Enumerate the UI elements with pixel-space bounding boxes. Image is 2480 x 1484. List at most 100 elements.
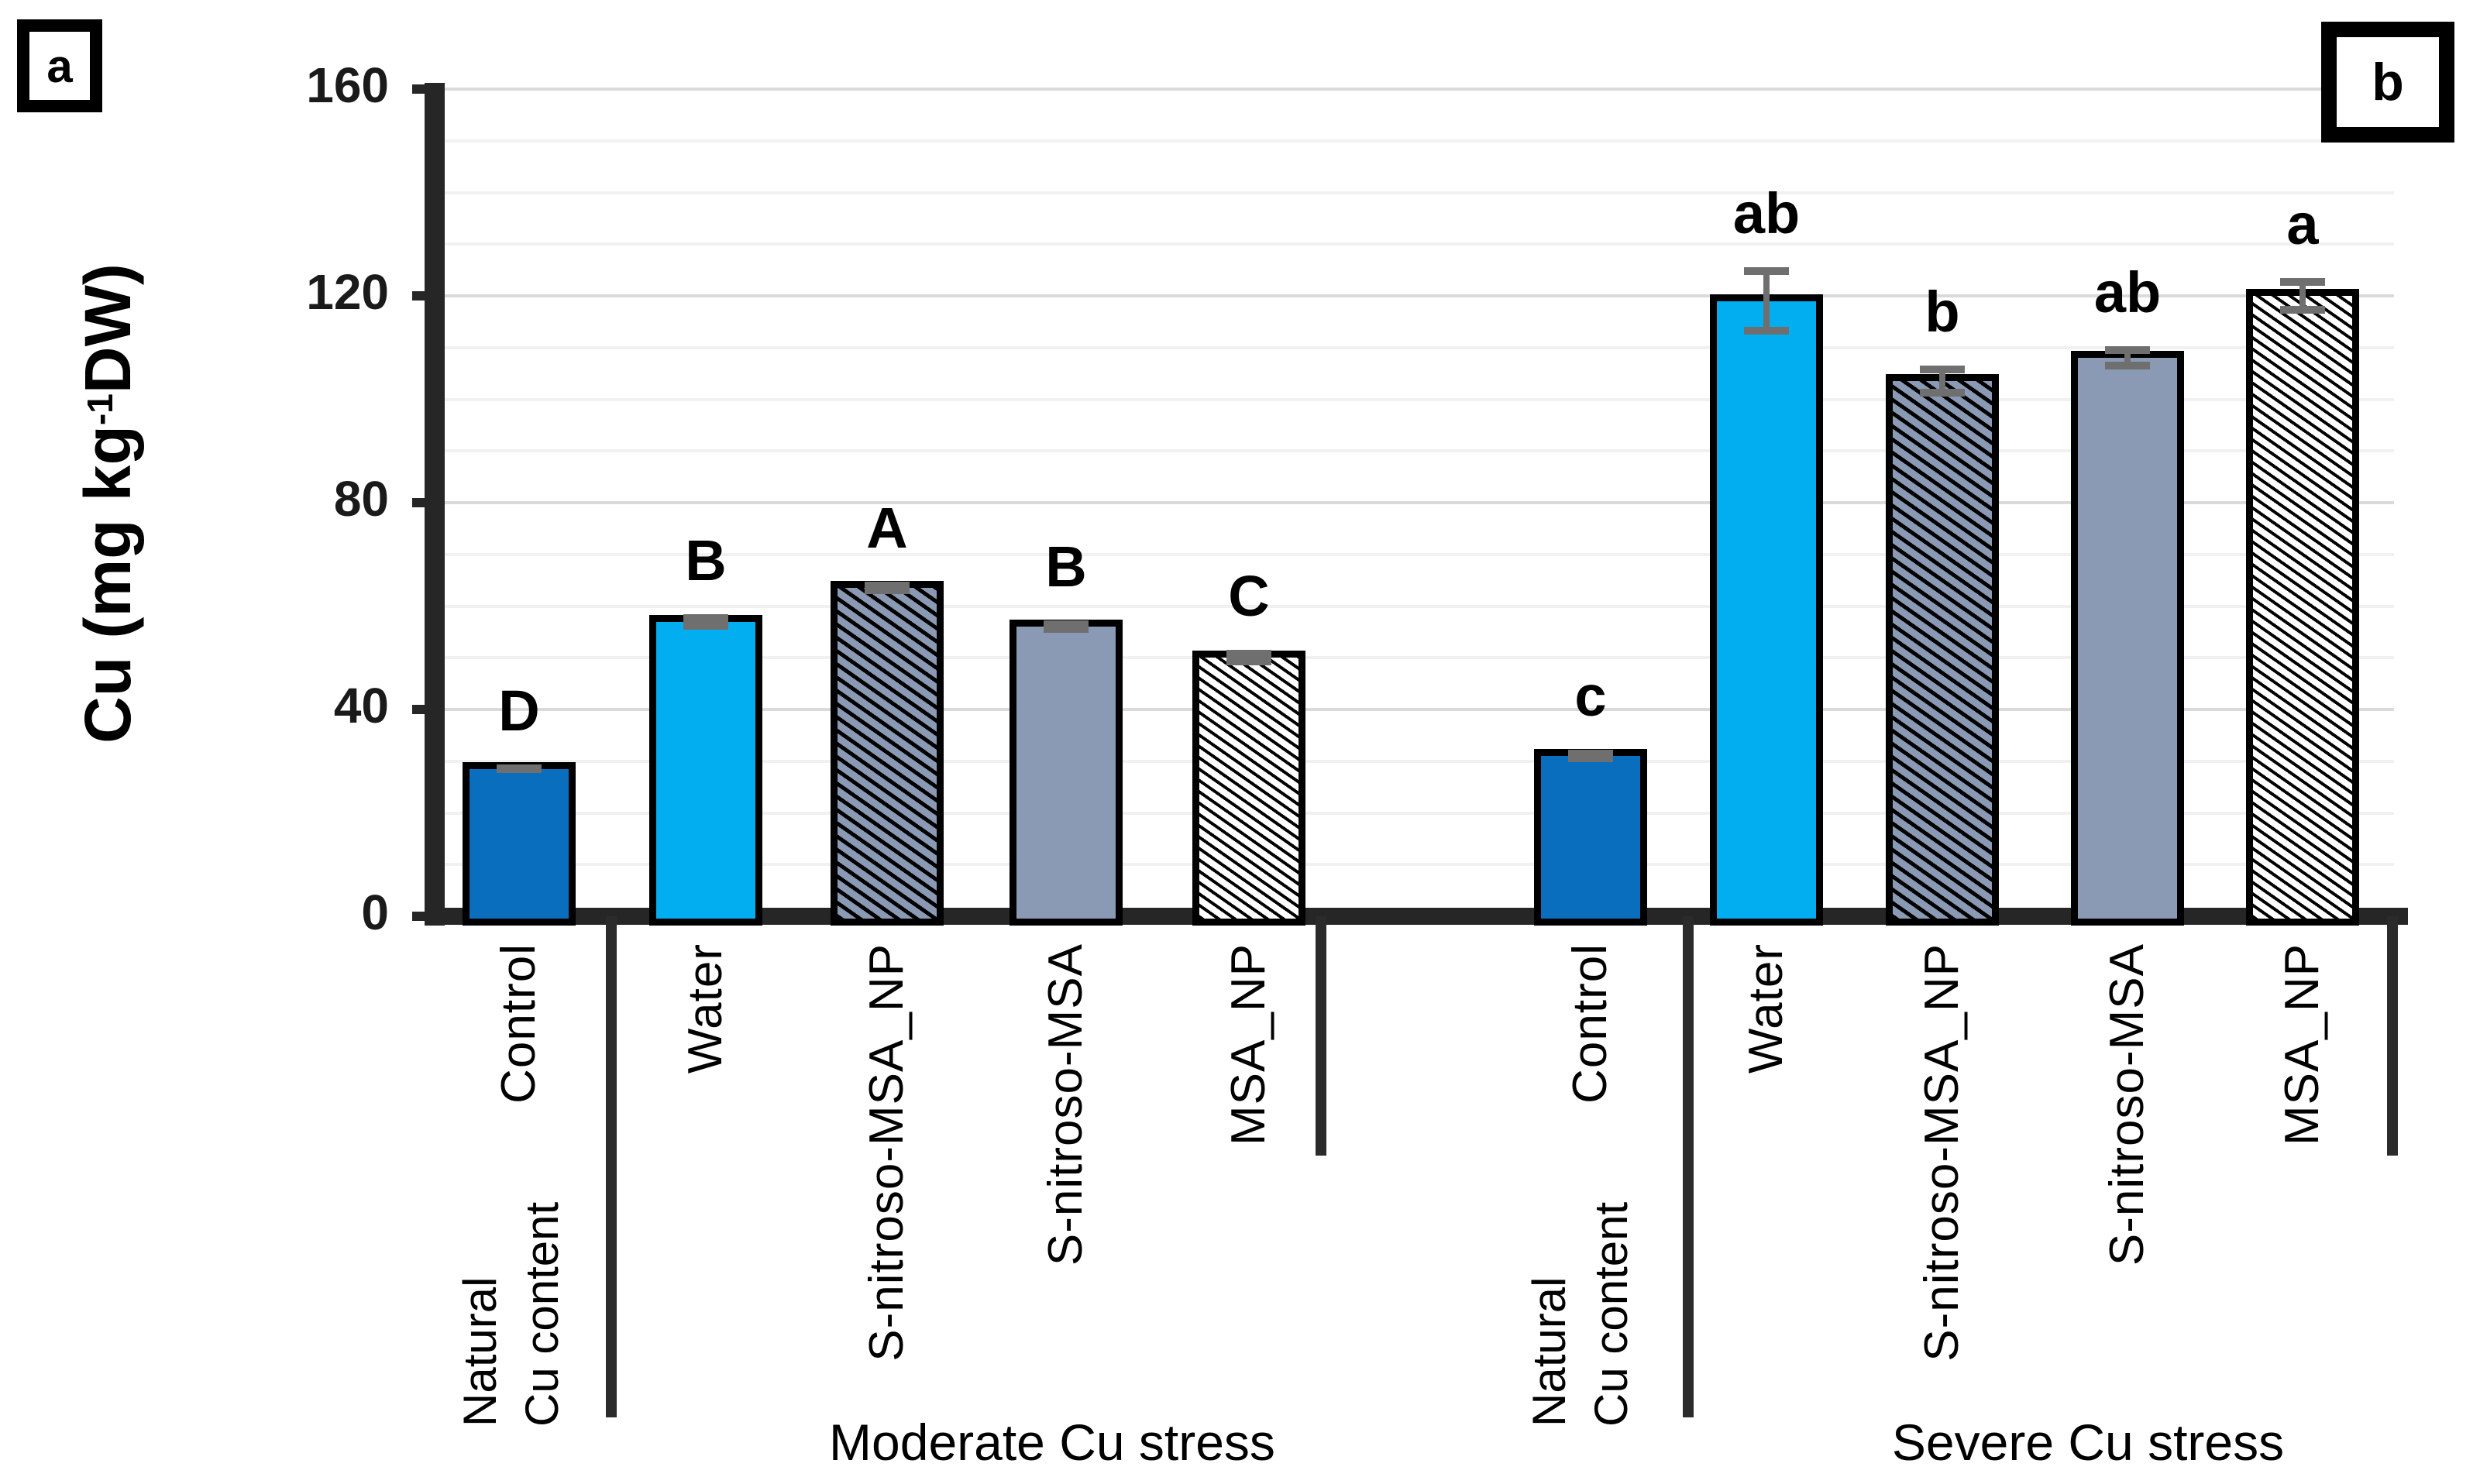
category-label-s-nitroso-msa_np: S-nitroso-MSA_NP: [1915, 943, 1969, 1362]
minor-gridline: [438, 759, 2394, 763]
significance-letter: B: [685, 527, 727, 593]
minor-gridline: [438, 345, 2394, 349]
bar-water: [1710, 294, 1823, 926]
category-label-s-nitroso-msa: S-nitroso-MSA: [2100, 943, 2154, 1266]
error-bar-cap-top: [2280, 277, 2325, 286]
minor-gridline: [438, 863, 2394, 867]
natural-cu-content-label-left: Natural Cu content: [454, 1201, 568, 1427]
error-bar-line: [1763, 267, 1770, 335]
moderate-cu-stress-label: Moderate Cu stress: [829, 1414, 1275, 1471]
panel-label-a: a: [46, 40, 73, 92]
y-axis-tick: [412, 291, 442, 301]
category-label-msa_np: MSA_NP: [2275, 943, 2329, 1146]
error-bar-cap-top: [1568, 750, 1613, 758]
y-axis-tick-label: 160: [306, 57, 389, 113]
natural-cu-content-label-right: Natural Cu content: [1523, 1201, 1637, 1427]
error-bar: [1568, 750, 1613, 763]
category-label-water: Water: [679, 943, 732, 1074]
error-bar-line: [1939, 366, 1945, 397]
category-label-s-nitroso-msa_np: S-nitroso-MSA_NP: [860, 943, 913, 1362]
category-label-control: Control: [1563, 943, 1617, 1104]
significance-letter: ab: [1732, 181, 1801, 246]
significance-letter: c: [1574, 664, 1607, 729]
error-bar-cap-bottom: [2280, 306, 2325, 314]
error-bar-line: [2299, 277, 2306, 314]
error-bar-cap-bottom: [1744, 327, 1789, 335]
significance-letter: C: [1228, 564, 1270, 629]
significance-letter: b: [1924, 280, 1960, 345]
significance-letter: A: [866, 496, 908, 561]
error-bar-cap-top: [1044, 620, 1089, 629]
y-axis-title-prefix: Cu (mg kg: [71, 425, 144, 744]
bar-s-nitroso-msa: [2071, 351, 2184, 926]
category-label-water: Water: [1739, 943, 1793, 1074]
error-bar-cap-bottom: [1226, 658, 1271, 666]
y-axis-tick: [412, 498, 442, 507]
y-axis-title-superscript: -1: [79, 393, 120, 426]
error-bar: [2280, 277, 2325, 314]
bar-msa_np: [1192, 651, 1305, 926]
major-gridline: [438, 294, 2394, 297]
error-bar-cap-bottom: [1920, 389, 1965, 397]
error-bar-cap-top: [1226, 650, 1271, 658]
significance-letter: D: [498, 678, 540, 744]
error-bar-cap-top: [2105, 346, 2150, 355]
error-bar: [865, 582, 910, 595]
plot-area: [438, 88, 2394, 916]
group-divider: [606, 916, 617, 1417]
panel-label-a-box: a: [17, 19, 102, 112]
bar-control: [1534, 749, 1647, 926]
y-axis-tick: [412, 705, 442, 714]
panel-label-b-box: b: [2321, 22, 2454, 143]
minor-gridline: [438, 397, 2394, 401]
error-bar-line: [703, 613, 709, 630]
minor-gridline: [438, 191, 2394, 194]
error-bar-cap-bottom: [2105, 361, 2150, 369]
y-axis-title-suffix: DW): [71, 263, 144, 394]
category-label-control: Control: [492, 943, 545, 1104]
error-bar-cap-bottom: [1044, 625, 1089, 634]
y-axis-tick: [412, 912, 442, 921]
major-gridline: [438, 501, 2394, 504]
minor-gridline: [438, 656, 2394, 660]
major-gridline: [438, 88, 2394, 91]
bar-control: [463, 761, 576, 926]
error-bar: [2105, 346, 2150, 369]
error-bar-cap-top: [683, 613, 728, 622]
bar-s-nitroso-msa_np: [831, 581, 944, 926]
y-axis-tick: [412, 84, 442, 94]
minor-gridline: [438, 811, 2394, 815]
error-bar: [497, 764, 542, 774]
y-axis-title: Cu (mg kg-1DW): [71, 39, 170, 968]
bar-msa_np: [2246, 289, 2359, 926]
major-gridline: [438, 708, 2394, 711]
error-bar: [1044, 620, 1089, 634]
minor-gridline: [438, 552, 2394, 556]
panel-label-b: b: [2372, 53, 2404, 112]
y-axis-tick-label: 40: [333, 678, 389, 733]
error-bar-cap-bottom: [865, 586, 910, 595]
error-bar-cap-bottom: [683, 621, 728, 630]
severe-cu-stress-label: Severe Cu stress: [1891, 1414, 2285, 1471]
category-label-s-nitroso-msa: S-nitroso-MSA: [1039, 943, 1092, 1266]
error-bar-cap-bottom: [1568, 754, 1613, 763]
error-bar: [1744, 267, 1789, 335]
error-bar: [1226, 650, 1271, 666]
category-label-msa_np: MSA_NP: [1222, 943, 1275, 1146]
y-axis-tick-label: 0: [361, 885, 389, 940]
bar-s-nitroso-msa_np: [1886, 374, 1999, 926]
error-bar-cap-top: [1744, 267, 1789, 276]
error-bar-cap-top: [865, 582, 910, 590]
group-divider: [2387, 916, 2398, 1156]
minor-gridline: [438, 139, 2394, 143]
significance-letter: B: [1045, 534, 1087, 599]
error-bar-line: [2124, 346, 2131, 369]
error-bar: [1920, 366, 1965, 397]
minor-gridline: [438, 449, 2394, 453]
significance-letter: ab: [2093, 260, 2162, 325]
minor-gridline: [438, 604, 2394, 608]
bar-s-nitroso-msa: [1010, 620, 1123, 926]
group-divider: [1316, 916, 1326, 1156]
error-bar-cap-bottom: [497, 765, 542, 774]
